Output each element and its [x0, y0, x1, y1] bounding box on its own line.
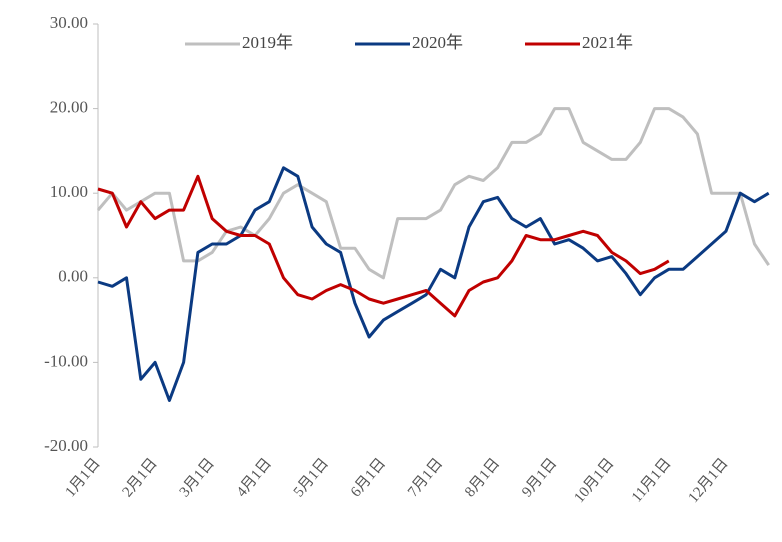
legend-label: 2020年: [412, 33, 463, 52]
series-line: [97, 174, 670, 318]
x-tick-label: 2月1日: [120, 455, 161, 500]
y-tick-label: 10.00: [50, 182, 88, 201]
x-tick-label: 9月1日: [519, 455, 560, 500]
x-tick-label: 10月1日: [571, 455, 617, 506]
x-tick-label: 11月1日: [629, 455, 675, 505]
series-line: [96, 107, 770, 280]
x-tick-label: 1月1日: [63, 455, 104, 500]
x-tick-label: 5月1日: [291, 455, 332, 500]
x-tick-label: 3月1日: [177, 455, 218, 500]
legend-label: 2021年: [582, 33, 633, 52]
y-tick-label: -20.00: [44, 436, 88, 455]
legend-label: 2019年: [242, 33, 293, 52]
series-line: [97, 166, 770, 402]
y-tick-label: -10.00: [44, 351, 88, 370]
x-tick-label: 7月1日: [405, 455, 446, 500]
x-tick-label: 6月1日: [348, 455, 389, 500]
x-tick-label: 8月1日: [462, 455, 503, 500]
x-tick-label: 4月1日: [234, 455, 275, 500]
y-tick-label: 0.00: [58, 267, 88, 286]
y-tick-label: 20.00: [50, 98, 88, 117]
y-tick-label: 30.00: [50, 13, 88, 32]
x-tick-label: 12月1日: [686, 455, 732, 506]
